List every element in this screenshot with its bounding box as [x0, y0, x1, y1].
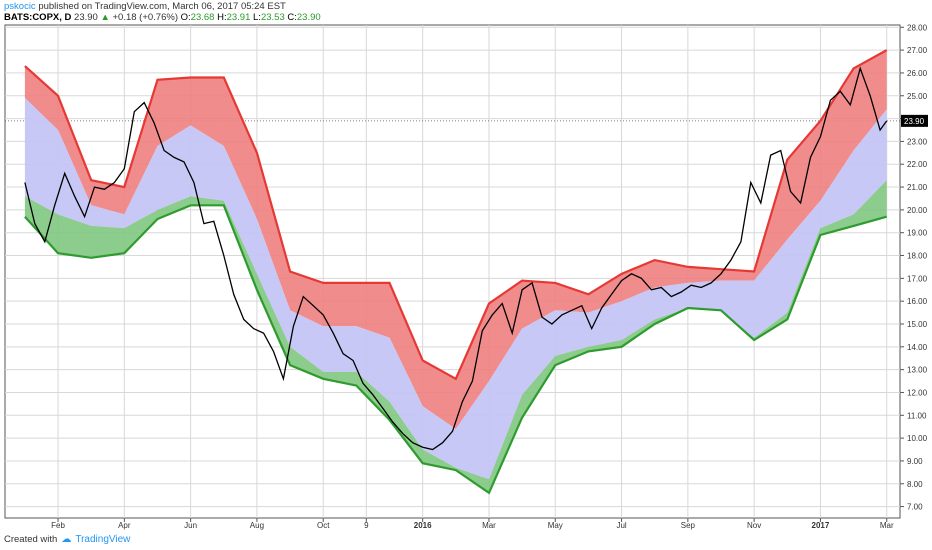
y-tick-label: 11.00 [907, 411, 927, 420]
y-tick-label: 23.00 [907, 137, 928, 146]
quote-line: BATS:COPX, D 23.90 ▲ +0.18 (+0.76%) O:23… [4, 12, 321, 23]
lower-band-line [24, 204, 887, 495]
x-tick-label: Nov [747, 521, 761, 530]
y-tick-label: 13.00 [907, 366, 928, 375]
y-tick-label: 21.00 [907, 183, 928, 192]
x-tick-label: Aug [250, 521, 264, 530]
upper-band-line [24, 49, 888, 381]
x-tick-label: Jun [184, 521, 197, 530]
last-price-tag-box [901, 114, 928, 127]
price-line-group [24, 66, 888, 451]
last-price-tag: 23.90 [901, 114, 928, 127]
chart-header: pskocic published on TradingView.com, Ma… [4, 1, 321, 23]
footer: Created with ☁ TradingView [4, 534, 130, 545]
y-tick-label: 15.00 [907, 320, 928, 329]
created-with-text: Created with [4, 534, 58, 545]
open-label: O: [180, 12, 191, 23]
price-axis: 7.00 8.00 9.00 10.00 11.00 12.00 13.00 14.00 15.… [900, 23, 928, 512]
y-tick-label: 14.00 [907, 343, 928, 352]
y-tick-label: 9.00 [907, 457, 923, 466]
tradingview-brand[interactable]: TradingView [75, 534, 131, 545]
upper-band-fill [24, 50, 887, 429]
x-tick-label: May [548, 521, 563, 530]
y-tick-label: 7.00 [907, 503, 923, 512]
price-line [24, 66, 888, 451]
close-label: C: [287, 12, 297, 23]
y-tick-label: 19.00 [907, 229, 928, 238]
y-tick-label: 22.00 [907, 160, 928, 169]
x-tick-label: 9 [364, 521, 369, 530]
price-change: +0.18 (+0.76%) [112, 12, 179, 23]
last-price-tag-label: 23.90 [904, 117, 925, 126]
high-label: H: [217, 12, 227, 23]
y-tick-label: 12.00 [907, 388, 928, 397]
tradingview-cloud-icon: ☁ [61, 534, 72, 545]
high-value: 23.91 [226, 12, 251, 23]
low-label: L: [253, 12, 261, 23]
y-tick-label: 28.00 [907, 23, 928, 32]
x-tick-label: 2016 [414, 521, 432, 530]
y-tick-label: 25.00 [907, 92, 928, 101]
time-axis: Feb Apr Jun Aug Oct 9 2016 Mar May Jul Sep Nov 2017 M… [51, 518, 894, 530]
close-value: 23.90 [296, 12, 321, 23]
low-value: 23.53 [260, 12, 285, 23]
y-tick-label: 26.00 [907, 69, 928, 78]
x-tick-label: Mar [482, 521, 496, 530]
x-tick-label: 2017 [812, 521, 830, 530]
x-tick-label: Apr [118, 521, 131, 530]
x-tick-label: Oct [317, 521, 330, 530]
published-text: published on TradingView.com, March 06, … [38, 1, 286, 12]
band-fills [24, 49, 888, 495]
x-tick-label: Jul [616, 521, 626, 530]
x-tick-label: Sep [681, 521, 696, 530]
y-tick-label: 8.00 [907, 480, 923, 489]
middle-band-fill [24, 98, 887, 480]
y-tick-label: 20.00 [907, 206, 928, 215]
x-tick-label: Mar [880, 521, 894, 530]
symbol-label[interactable]: BATS:COPX, D [4, 12, 72, 23]
up-arrow-icon: ▲ [100, 12, 110, 23]
y-tick-label: 27.00 [907, 46, 928, 55]
y-tick-label: 16.00 [907, 297, 928, 306]
y-tick-label: 10.00 [907, 434, 928, 443]
author-link[interactable]: pskocic [4, 1, 36, 12]
open-value: 23.68 [190, 12, 215, 23]
publish-line: pskocic published on TradingView.com, Ma… [4, 1, 321, 12]
y-tick-label: 17.00 [907, 274, 928, 283]
y-tick-label: 18.00 [907, 252, 928, 261]
x-tick-label: Feb [51, 521, 65, 530]
last-price: 23.90 [74, 12, 98, 23]
